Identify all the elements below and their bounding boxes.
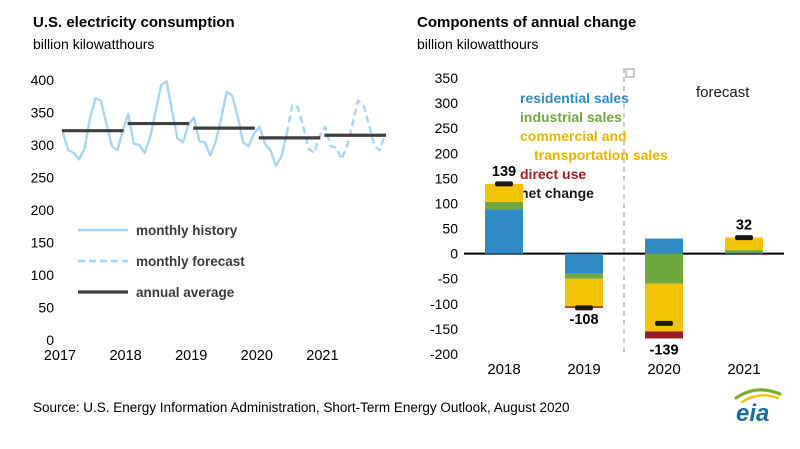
right-y-tick-label: 250	[435, 120, 459, 136]
net-change-marker	[575, 305, 593, 311]
left-x-tick-label: 2021	[306, 348, 338, 364]
left-chart-title: U.S. electricity consumption	[33, 14, 235, 31]
right-y-tick-label: -50	[438, 271, 458, 287]
right-legend-label: residential sales	[520, 90, 629, 106]
eia-logo-swoosh-green	[734, 388, 782, 400]
source-note: Source: U.S. Energy Information Administ…	[33, 400, 570, 415]
left-chart-panel: U.S. electricity consumption billion kil…	[33, 0, 403, 52]
bar-value-label: 139	[492, 164, 516, 180]
bar-segment	[485, 201, 523, 210]
bar-segment	[645, 238, 683, 254]
left-y-tick-label: 200	[31, 202, 55, 218]
monthly-forecast-line	[285, 99, 387, 161]
right-legend-label: industrial sales	[520, 109, 622, 125]
eia-logo: eia	[726, 382, 788, 427]
forecast-label: forecast	[696, 84, 750, 101]
right-x-tick-label: 2018	[487, 361, 520, 378]
left-x-tick-label: 2020	[241, 348, 273, 364]
right-chart-subtitle: billion kilowatthours	[417, 36, 539, 52]
left-legend-label: monthly history	[136, 223, 238, 238]
left-x-tick-label: 2019	[175, 348, 207, 364]
right-y-tick-label: 0	[450, 246, 458, 262]
right-y-tick-label: -150	[430, 321, 458, 337]
right-legend-label: direct use	[520, 166, 586, 182]
right-legend-label: commercial and	[520, 128, 627, 144]
eia-logo-text: eia	[736, 400, 769, 427]
consumption-line-chart: 0 50 100 150 200 250 300 350 400 2017 2018 2019 2020…	[31, 72, 387, 364]
bar-value-label: -108	[569, 312, 598, 328]
right-x-tick-label: 2019	[567, 361, 600, 378]
left-y-tick-label: 0	[46, 332, 54, 348]
left-y-tick-label: 350	[31, 105, 55, 121]
left-y-tick-label: 250	[31, 170, 55, 186]
left-y-tick-label: 400	[31, 72, 55, 88]
bar-segment	[485, 209, 523, 254]
left-y-tick-label: 50	[38, 300, 54, 316]
bar-segment	[485, 183, 523, 202]
net-change-marker	[655, 320, 673, 326]
right-y-tick-label: 200	[435, 145, 459, 161]
left-chart-subtitle: billion kilowatthours	[33, 36, 155, 52]
right-y-tick-label: -100	[430, 296, 458, 312]
bar-segment	[645, 253, 683, 284]
eia-logo-swoosh-yellow	[740, 394, 780, 404]
right-x-tick-label: 2021	[727, 361, 760, 378]
right-y-tick-label: 150	[435, 170, 459, 186]
left-y-tick-label: 300	[31, 137, 55, 153]
left-x-tick-label: 2018	[109, 348, 141, 364]
bar-segment	[725, 252, 763, 254]
left-y-tick-label: 150	[31, 235, 55, 251]
right-y-tick-label: 50	[442, 221, 458, 237]
right-legend-label: net change	[520, 185, 594, 201]
bar-segment	[565, 278, 603, 307]
bar-segment	[645, 331, 683, 339]
right-chart-panel: Components of annual change billion kilo…	[417, 0, 792, 52]
left-y-tick-label: 100	[31, 267, 55, 283]
right-chart-title: Components of annual change	[417, 14, 637, 31]
bar-segment	[565, 253, 603, 274]
right-y-tick-label: 300	[435, 95, 459, 111]
bar-segment	[725, 237, 763, 251]
right-y-tick-label: 350	[435, 70, 459, 86]
right-x-tick-label: 2020	[647, 361, 680, 378]
right-y-tick-label: 100	[435, 195, 459, 211]
net-change-marker	[495, 181, 513, 187]
left-legend-label: annual average	[136, 285, 235, 300]
bar-value-label: -139	[649, 342, 678, 358]
bar-segment	[565, 273, 603, 279]
right-legend-label: transportation sales	[534, 147, 668, 163]
bar-value-label: 32	[736, 218, 752, 234]
left-legend-label: monthly forecast	[136, 254, 245, 269]
left-x-tick-label: 2017	[44, 348, 76, 364]
divider-handle-square	[625, 68, 635, 78]
bar-segment	[725, 250, 763, 253]
net-change-marker	[735, 235, 753, 241]
annual-change-bar-chart: -200 -150 -100 -50 0 50 100 150 200 250 300 350 fore…	[430, 68, 784, 378]
right-y-tick-label: -200	[430, 346, 458, 362]
